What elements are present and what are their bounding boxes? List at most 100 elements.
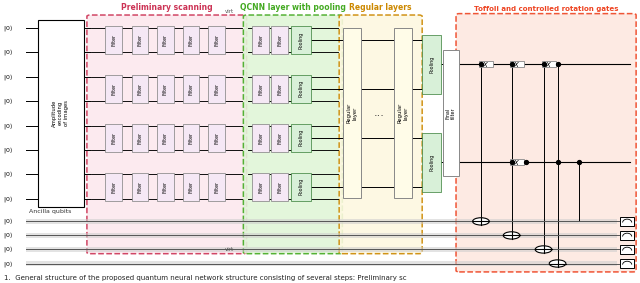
FancyBboxPatch shape (106, 173, 122, 201)
Text: Filter: Filter (214, 34, 219, 46)
Text: Filter: Filter (138, 34, 143, 46)
Text: Filter: Filter (163, 181, 168, 193)
Text: $X$: $X$ (513, 60, 520, 69)
FancyBboxPatch shape (106, 124, 122, 152)
Text: Filter: Filter (189, 132, 193, 144)
Text: ...: ... (374, 108, 385, 118)
Text: $|0\rangle$: $|0\rangle$ (3, 245, 13, 254)
FancyBboxPatch shape (620, 245, 634, 254)
Text: Filter: Filter (258, 181, 263, 193)
FancyBboxPatch shape (422, 35, 442, 94)
FancyBboxPatch shape (208, 124, 225, 152)
FancyBboxPatch shape (509, 159, 524, 165)
FancyBboxPatch shape (208, 75, 225, 103)
FancyBboxPatch shape (182, 124, 199, 152)
FancyBboxPatch shape (620, 259, 634, 268)
Text: Pooling: Pooling (429, 56, 435, 73)
Text: $X$: $X$ (513, 158, 520, 167)
Text: Preliminary scanning: Preliminary scanning (121, 3, 212, 12)
Text: Filter: Filter (189, 34, 193, 46)
Circle shape (535, 246, 552, 253)
FancyBboxPatch shape (157, 75, 173, 103)
FancyBboxPatch shape (271, 124, 288, 152)
FancyBboxPatch shape (208, 26, 225, 54)
Text: $|0\rangle$: $|0\rangle$ (3, 216, 13, 226)
Text: $|0\rangle$: $|0\rangle$ (3, 145, 13, 155)
Text: $|0\rangle$: $|0\rangle$ (3, 72, 13, 82)
FancyBboxPatch shape (26, 247, 617, 252)
Text: Filter: Filter (111, 132, 116, 144)
Text: $X$: $X$ (483, 60, 490, 69)
Text: Filter: Filter (111, 181, 116, 193)
Text: Pooling: Pooling (298, 31, 303, 48)
Text: Filter: Filter (214, 181, 219, 193)
FancyBboxPatch shape (291, 75, 311, 103)
Text: Filter: Filter (138, 132, 143, 144)
Text: $|0\rangle$: $|0\rangle$ (3, 170, 13, 179)
FancyBboxPatch shape (343, 28, 361, 198)
FancyBboxPatch shape (87, 15, 246, 254)
FancyBboxPatch shape (208, 173, 225, 201)
FancyBboxPatch shape (620, 217, 634, 226)
Text: $|0\rangle$: $|0\rangle$ (3, 258, 13, 269)
FancyBboxPatch shape (444, 50, 459, 176)
Text: Filter: Filter (138, 83, 143, 95)
Text: Regular
layer: Regular layer (346, 103, 357, 123)
Text: $|0\rangle$: $|0\rangle$ (3, 47, 13, 57)
Text: Filter: Filter (189, 181, 193, 193)
FancyBboxPatch shape (26, 233, 617, 238)
Circle shape (472, 218, 489, 225)
Circle shape (503, 232, 520, 239)
Text: Filter: Filter (214, 132, 219, 144)
FancyBboxPatch shape (509, 61, 524, 67)
Text: Filter: Filter (163, 34, 168, 46)
FancyBboxPatch shape (422, 133, 442, 192)
Text: $|0\rangle$: $|0\rangle$ (3, 230, 13, 241)
Text: Pooling: Pooling (298, 178, 303, 195)
Text: Filter: Filter (258, 132, 263, 144)
Text: Filter: Filter (277, 83, 282, 95)
Text: Pooling: Pooling (298, 80, 303, 97)
Text: $|0\rangle$: $|0\rangle$ (3, 194, 13, 204)
FancyBboxPatch shape (132, 173, 148, 201)
Text: Regular layers: Regular layers (349, 3, 412, 12)
FancyBboxPatch shape (252, 75, 269, 103)
Text: Amplitude
encoding
of images: Amplitude encoding of images (52, 100, 69, 127)
FancyBboxPatch shape (132, 124, 148, 152)
Text: 1.  General structure of the proposed quantum neural network structure consistin: 1. General structure of the proposed qua… (4, 275, 406, 281)
Text: Filter: Filter (277, 132, 282, 144)
FancyBboxPatch shape (291, 173, 311, 201)
Text: Filter: Filter (214, 83, 219, 95)
Text: $|0\rangle$: $|0\rangle$ (3, 23, 13, 33)
Text: Filter: Filter (277, 181, 282, 193)
FancyBboxPatch shape (182, 75, 199, 103)
Text: Filter: Filter (277, 34, 282, 46)
FancyBboxPatch shape (157, 173, 173, 201)
Text: Filter: Filter (258, 83, 263, 95)
Text: Filter: Filter (258, 34, 263, 46)
Text: Filter: Filter (138, 181, 143, 193)
Text: Filter: Filter (163, 83, 168, 95)
FancyBboxPatch shape (252, 173, 269, 201)
FancyBboxPatch shape (106, 26, 122, 54)
FancyBboxPatch shape (252, 124, 269, 152)
Text: virt: virt (225, 247, 234, 252)
FancyBboxPatch shape (271, 75, 288, 103)
Text: Pooling: Pooling (298, 129, 303, 146)
Text: Toffoli and controlled rotation gates: Toffoli and controlled rotation gates (474, 6, 618, 12)
Text: $X$: $X$ (545, 60, 552, 69)
FancyBboxPatch shape (157, 26, 173, 54)
Text: Filter: Filter (189, 83, 193, 95)
Text: Regular
layer: Regular layer (397, 103, 408, 123)
Text: Ancilla qubits: Ancilla qubits (29, 209, 72, 214)
FancyBboxPatch shape (271, 26, 288, 54)
FancyBboxPatch shape (620, 231, 634, 240)
FancyBboxPatch shape (182, 26, 199, 54)
FancyBboxPatch shape (394, 28, 412, 198)
FancyBboxPatch shape (243, 15, 342, 254)
FancyBboxPatch shape (271, 173, 288, 201)
FancyBboxPatch shape (38, 20, 84, 207)
Text: Filter: Filter (163, 132, 168, 144)
Text: Final
filter: Final filter (445, 108, 456, 119)
FancyBboxPatch shape (26, 219, 617, 224)
